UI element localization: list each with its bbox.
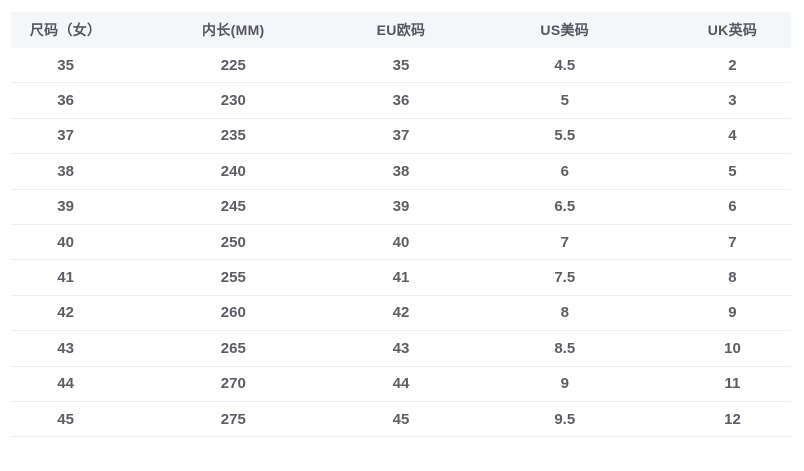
table-cell: 9 bbox=[673, 295, 791, 332]
table-row: 38 240 38 6 5 bbox=[11, 153, 791, 190]
table-cell: 7 bbox=[673, 224, 791, 261]
header-row: 尺码（女） 内长(MM) EU欧码 US美码 UK英码 bbox=[11, 12, 791, 48]
table-cell: 44 bbox=[11, 366, 121, 402]
table-cell: 39 bbox=[346, 189, 456, 225]
table-cell: 37 bbox=[11, 118, 121, 155]
table-cell: 4 bbox=[673, 118, 791, 155]
table-cell: 9.5 bbox=[455, 401, 674, 438]
table-cell: 6 bbox=[455, 153, 674, 190]
table-cell: 11 bbox=[673, 366, 791, 402]
table-cell: 45 bbox=[346, 401, 456, 438]
table-row: 42 260 42 8 9 bbox=[11, 295, 791, 332]
table-row: 43 265 43 8.5 10 bbox=[11, 330, 791, 367]
column-header-inner-length-mm: 内长(MM) bbox=[120, 12, 347, 48]
table-cell: 36 bbox=[11, 82, 121, 119]
column-header-eu-size: EU欧码 bbox=[346, 12, 456, 48]
table-cell: 225 bbox=[120, 48, 347, 84]
table-cell: 235 bbox=[120, 118, 347, 155]
table-cell: 8 bbox=[673, 259, 791, 296]
table-cell: 42 bbox=[346, 295, 456, 332]
table-cell: 5 bbox=[455, 82, 674, 119]
table-cell: 260 bbox=[120, 295, 347, 332]
table-cell: 44 bbox=[346, 366, 456, 402]
table-cell: 40 bbox=[11, 224, 121, 261]
table-cell: 12 bbox=[673, 401, 791, 438]
table-cell: 7.5 bbox=[455, 259, 674, 296]
table-cell: 255 bbox=[120, 259, 347, 296]
table-cell: 240 bbox=[120, 153, 347, 190]
table-cell: 265 bbox=[120, 330, 347, 367]
table-cell: 43 bbox=[346, 330, 456, 367]
table-cell: 35 bbox=[11, 48, 121, 84]
table-cell: 5.5 bbox=[455, 118, 674, 155]
table-row: 40 250 40 7 7 bbox=[11, 224, 791, 261]
table-cell: 7 bbox=[455, 224, 674, 261]
table-cell: 35 bbox=[346, 48, 456, 84]
table-row: 41 255 41 7.5 8 bbox=[11, 259, 791, 296]
table-cell: 40 bbox=[346, 224, 456, 261]
table-cell: 270 bbox=[120, 366, 347, 402]
table-cell: 42 bbox=[11, 295, 121, 332]
table-cell: 245 bbox=[120, 189, 347, 225]
table-cell: 8.5 bbox=[455, 330, 674, 367]
table-cell: 45 bbox=[11, 401, 121, 438]
table-cell: 41 bbox=[346, 259, 456, 296]
table-body: 35 225 35 4.5 2 36 230 36 5 3 37 235 37 … bbox=[11, 48, 791, 438]
table-row: 35 225 35 4.5 2 bbox=[11, 48, 791, 84]
table-cell: 39 bbox=[11, 189, 121, 225]
table-cell: 2 bbox=[673, 48, 791, 84]
table-cell: 36 bbox=[346, 82, 456, 119]
column-header-uk-size: UK英码 bbox=[673, 12, 791, 48]
column-header-us-size: US美码 bbox=[455, 12, 674, 48]
table-cell: 6.5 bbox=[455, 189, 674, 225]
table-cell: 10 bbox=[673, 330, 791, 367]
table-cell: 3 bbox=[673, 82, 791, 119]
table-cell: 9 bbox=[455, 366, 674, 402]
size-chart-table: 尺码（女） 内长(MM) EU欧码 US美码 UK英码 35 225 35 4.… bbox=[11, 12, 791, 438]
table-cell: 250 bbox=[120, 224, 347, 261]
table-cell: 6 bbox=[673, 189, 791, 225]
size-chart-container: 尺码（女） 内长(MM) EU欧码 US美码 UK英码 35 225 35 4.… bbox=[11, 12, 791, 438]
table-cell: 8 bbox=[455, 295, 674, 332]
table-cell: 38 bbox=[346, 153, 456, 190]
table-cell: 43 bbox=[11, 330, 121, 367]
table-cell: 230 bbox=[120, 82, 347, 119]
table-row: 36 230 36 5 3 bbox=[11, 82, 791, 119]
table-row: 45 275 45 9.5 12 bbox=[11, 401, 791, 438]
table-cell: 41 bbox=[11, 259, 121, 296]
table-cell: 38 bbox=[11, 153, 121, 190]
table-row: 37 235 37 5.5 4 bbox=[11, 118, 791, 155]
table-cell: 4.5 bbox=[455, 48, 674, 84]
table-cell: 5 bbox=[673, 153, 791, 190]
table-cell: 37 bbox=[346, 118, 456, 155]
table-cell: 275 bbox=[120, 401, 347, 438]
column-header-size-women: 尺码（女） bbox=[11, 12, 121, 48]
table-row: 39 245 39 6.5 6 bbox=[11, 189, 791, 225]
table-row: 44 270 44 9 11 bbox=[11, 366, 791, 402]
